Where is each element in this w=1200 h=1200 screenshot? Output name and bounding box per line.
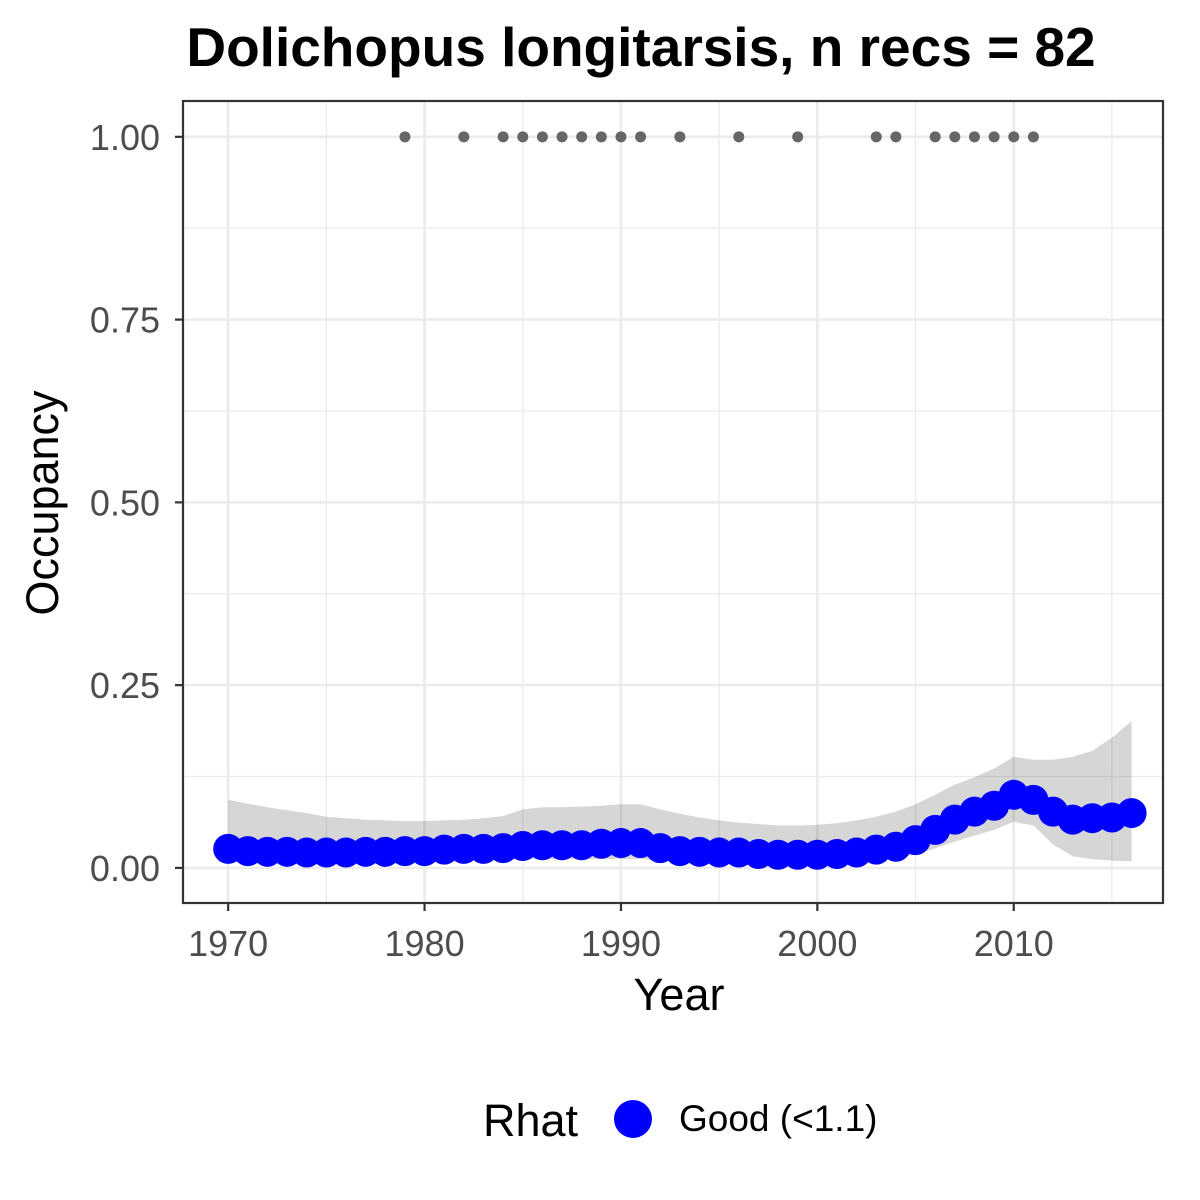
chart-title: Dolichopus longitarsis, n recs = 82 [186,16,1095,78]
legend: Rhat Good (<1.1) [483,1095,877,1146]
x-tick-label: 1980 [385,923,465,964]
y-axis-title: Occupancy [17,390,68,616]
record-point [968,131,980,143]
record-points [399,131,1039,143]
record-point [949,131,961,143]
occupancy-point [1116,798,1147,829]
x-tick-label: 2010 [974,923,1054,964]
confidence-band-layer [228,721,1132,864]
legend-key-good [614,1100,652,1138]
x-axis-title: Year [634,969,725,1020]
record-point [399,131,411,143]
confidence-band [228,721,1132,864]
y-tick-label: 0.75 [90,300,160,341]
record-point [635,131,647,143]
legend-label-good: Good (<1.1) [679,1098,877,1139]
y-tick-label: 0.00 [90,848,160,889]
y-tick-label: 1.00 [90,117,160,158]
x-tick-label: 1970 [188,923,268,964]
record-point [576,131,588,143]
record-point [674,131,686,143]
occupancy-points [213,779,1147,870]
record-point [615,131,627,143]
record-point [517,131,529,143]
axes: 0.00 0.25 0.50 0.75 1.00 1970 1980 1990 2000 2010 [90,117,1054,964]
record-point [870,131,882,143]
record-point [988,131,1000,143]
y-tick-label: 0.50 [90,482,160,523]
legend-title: Rhat [483,1095,579,1146]
record-point [556,131,568,143]
x-tick-label: 2000 [777,923,857,964]
record-point [536,131,548,143]
record-point [792,131,804,143]
y-tick-label: 0.25 [90,665,160,706]
record-point [595,131,607,143]
record-point [890,131,902,143]
record-point [497,131,509,143]
record-point [929,131,941,143]
record-point [1027,131,1039,143]
record-point [458,131,470,143]
record-point [1008,131,1020,143]
grid [183,101,1163,903]
record-point [733,131,745,143]
x-tick-label: 1990 [581,923,661,964]
